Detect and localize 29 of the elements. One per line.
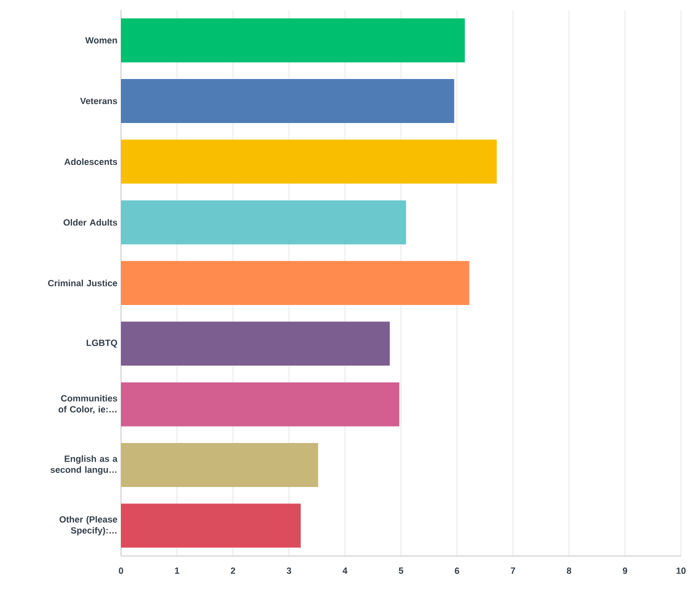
x-tick-label: 6 — [454, 568, 460, 574]
x-tick-label: 9 — [622, 568, 628, 574]
y-tick-label: Communities of Color, ie:… — [58, 394, 118, 414]
x-tick-label: 4 — [342, 568, 348, 574]
x-tick-label: 10 — [676, 568, 686, 574]
y-tick-label: Other (Please Specify):… — [60, 516, 118, 536]
x-tick-label: 3 — [286, 568, 292, 574]
y-tick-label: Veterans — [80, 98, 118, 104]
bar — [121, 504, 301, 548]
y-tick-label: Older Adults — [64, 219, 118, 226]
bar — [121, 261, 470, 306]
bar — [121, 382, 400, 426]
y-tick-label: English as a second langu… — [50, 455, 118, 475]
y-tick-label: Women — [85, 37, 117, 44]
x-tick-label: 2 — [230, 568, 236, 574]
x-tick-label: 5 — [398, 568, 404, 574]
bar — [121, 18, 465, 62]
bar — [121, 443, 318, 488]
bar — [121, 140, 497, 184]
y-tick-label: LGBTQ — [86, 340, 118, 348]
x-tick-label: 8 — [566, 568, 572, 574]
x-tick-label: 7 — [510, 568, 516, 574]
x-tick-label: 0 — [118, 568, 124, 574]
bar — [121, 322, 390, 366]
bar — [121, 79, 454, 124]
x-tick-label: 1 — [175, 568, 180, 574]
bar — [121, 200, 406, 244]
y-tick-label: Adolescents — [64, 158, 118, 165]
y-tick-label: Criminal Justice — [48, 280, 118, 286]
